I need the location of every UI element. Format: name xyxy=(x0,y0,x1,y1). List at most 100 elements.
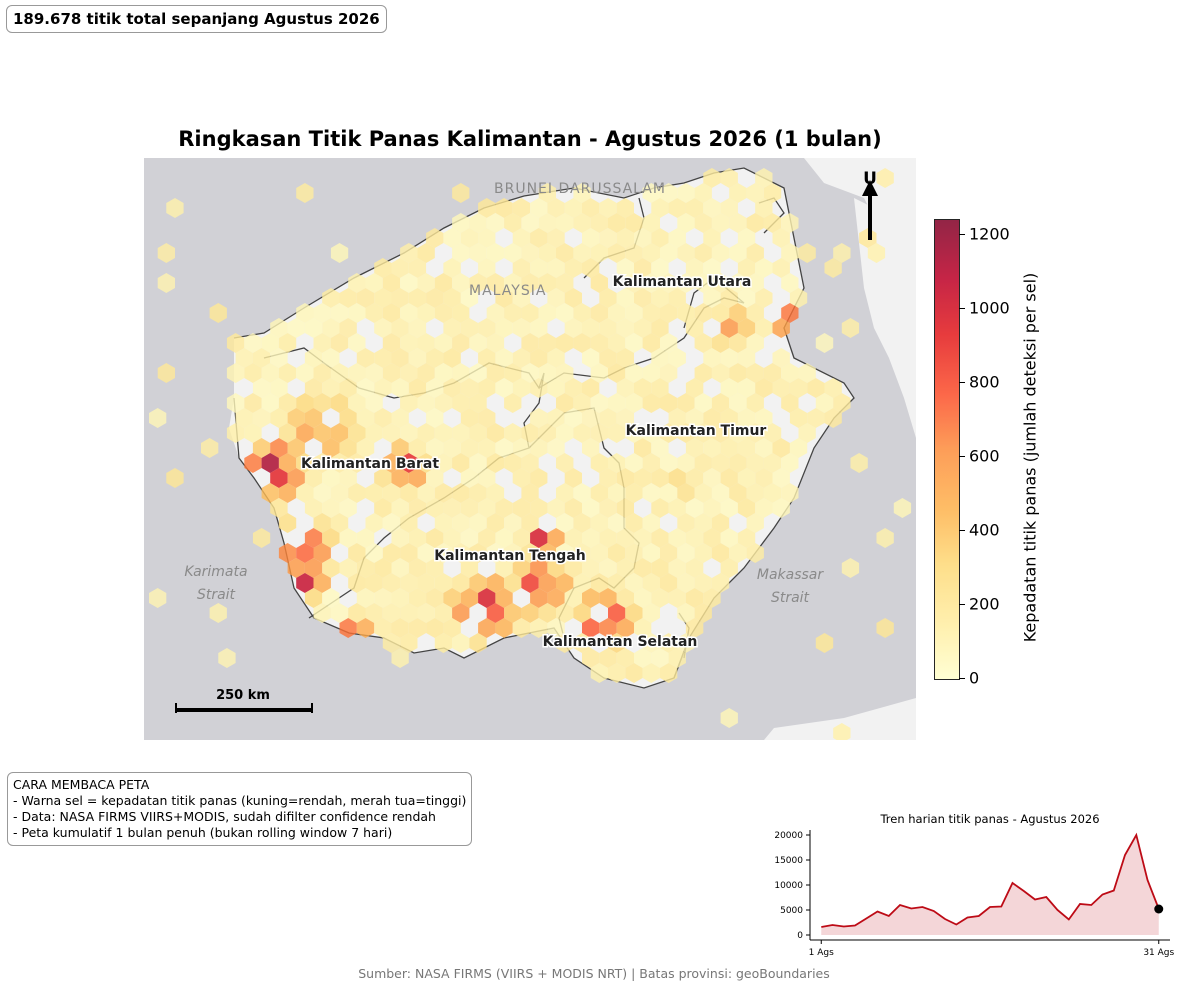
hexbin-cell xyxy=(599,348,617,368)
hexbin-cell xyxy=(391,528,409,548)
colorbar-tick: 200 xyxy=(969,594,1000,614)
hexbin-cell xyxy=(538,273,556,293)
hexbin-cell xyxy=(651,228,669,248)
hexbin-cell xyxy=(408,318,427,338)
hexbin-cell xyxy=(365,603,383,623)
hexbin-cell xyxy=(452,603,470,623)
hexbin-cell xyxy=(382,423,401,443)
hexbin-cell xyxy=(149,588,167,608)
hexbin-cell xyxy=(737,288,756,308)
hexbin-cell xyxy=(893,498,912,518)
hexbin-cell xyxy=(772,228,790,248)
hexbin-cell xyxy=(746,543,764,563)
hexbin-cell xyxy=(599,528,617,548)
hexbin-cell xyxy=(400,513,418,533)
hexbin-cell xyxy=(322,378,340,398)
hexbin-cell xyxy=(426,228,444,248)
hexbin-cell xyxy=(634,528,652,548)
hexbin-cell xyxy=(625,423,643,443)
hexbin-cell xyxy=(278,363,297,383)
hexbin-cell xyxy=(720,408,738,428)
hexbin-cell xyxy=(452,543,470,563)
hexbin-cell xyxy=(582,258,600,278)
hexbin-cell xyxy=(365,363,383,383)
hexbin-cell xyxy=(547,348,565,368)
reading-guide-line: - Data: NASA FIRMS VIIRS+MODIS, sudah di… xyxy=(13,809,436,824)
hexbin-cell xyxy=(720,558,738,578)
hexbin-cell xyxy=(616,618,634,638)
province-labels: Kalimantan Utara Kalimantan Timur Kalima… xyxy=(299,273,767,652)
hexbin-cell xyxy=(313,423,331,443)
map-title: Ringkasan Titik Panas Kalimantan - Agust… xyxy=(178,127,882,151)
hexbin-cell xyxy=(556,423,574,443)
hexbin-cell xyxy=(634,588,652,608)
hexbin-cell xyxy=(685,558,704,578)
hexbin-cell xyxy=(573,333,591,353)
hexbin-cell xyxy=(330,303,349,323)
hexbin-cell xyxy=(313,393,331,413)
hexbin-cell xyxy=(166,468,184,488)
hexbin-cell xyxy=(729,213,747,233)
hexbin-cell xyxy=(304,498,323,518)
hexbin-cell xyxy=(365,543,383,563)
hexbin-cell xyxy=(642,573,660,593)
hexbin-cell xyxy=(668,228,686,248)
hexbin-cell xyxy=(677,483,695,503)
hexbin-cell xyxy=(408,498,427,518)
trend-marks xyxy=(821,832,1164,935)
y-tick-label: 5000 xyxy=(780,906,803,916)
hexbin-cell xyxy=(694,513,712,533)
hexbin-cell xyxy=(668,468,686,488)
hexbin-cell xyxy=(486,303,505,323)
hexbin-cell xyxy=(616,588,634,608)
hexbin-cell xyxy=(737,228,756,248)
hexbin-cell xyxy=(660,393,678,413)
hexbin-cell xyxy=(651,348,669,368)
hexbin-cell xyxy=(685,588,704,608)
hexbin-cell xyxy=(616,198,634,218)
hexbin-cell xyxy=(660,543,678,563)
hexbin-cell xyxy=(694,333,712,353)
hexbin-cell xyxy=(625,243,643,263)
hexbin-cell xyxy=(582,198,600,218)
hexbin-cell xyxy=(737,258,756,278)
hexbin-cell xyxy=(815,393,834,413)
hexbin-cell xyxy=(781,483,799,503)
hexbin-cell xyxy=(469,333,487,353)
hexbin-cell xyxy=(564,528,582,548)
hexbin-cell xyxy=(261,333,279,353)
hexbin-cell xyxy=(478,468,496,488)
hexbin-cell xyxy=(711,453,730,473)
hexbin-cell xyxy=(348,303,366,323)
hexbin-cell xyxy=(452,573,470,593)
hexbin-cell xyxy=(348,333,366,353)
hexbin-cell xyxy=(408,618,427,638)
hexbin-cell xyxy=(720,438,738,458)
hexbin-cell xyxy=(694,273,712,293)
hexbin-cell xyxy=(634,558,652,578)
hexbin-cell xyxy=(244,333,262,353)
hexbin-cell xyxy=(789,288,808,308)
hexbin-cell xyxy=(564,198,582,218)
hexbin-cell xyxy=(408,468,427,488)
hexbin-cell xyxy=(608,303,626,323)
hexbin-cell xyxy=(781,393,799,413)
hexbin-cell xyxy=(469,243,487,263)
hexbin-cell xyxy=(452,633,470,653)
hexbin-cell xyxy=(651,588,669,608)
hexbin-cell xyxy=(746,423,764,443)
hexbin-cell xyxy=(841,558,860,578)
hexbin-cell xyxy=(504,303,522,323)
hexbin-cell xyxy=(737,528,756,548)
hexbin-cell xyxy=(417,363,435,383)
hexbin-cell xyxy=(504,213,522,233)
hexbin-cell xyxy=(270,468,288,488)
hexbin-cell xyxy=(426,468,444,488)
hexbin-cell xyxy=(521,333,539,353)
hexbin-cell xyxy=(660,663,678,683)
hexbin-cell xyxy=(781,363,799,383)
hexbin-cell xyxy=(685,528,704,548)
hexbin-cell xyxy=(573,603,591,623)
hexbin-cell xyxy=(495,528,513,548)
hexbin-cell xyxy=(677,543,695,563)
